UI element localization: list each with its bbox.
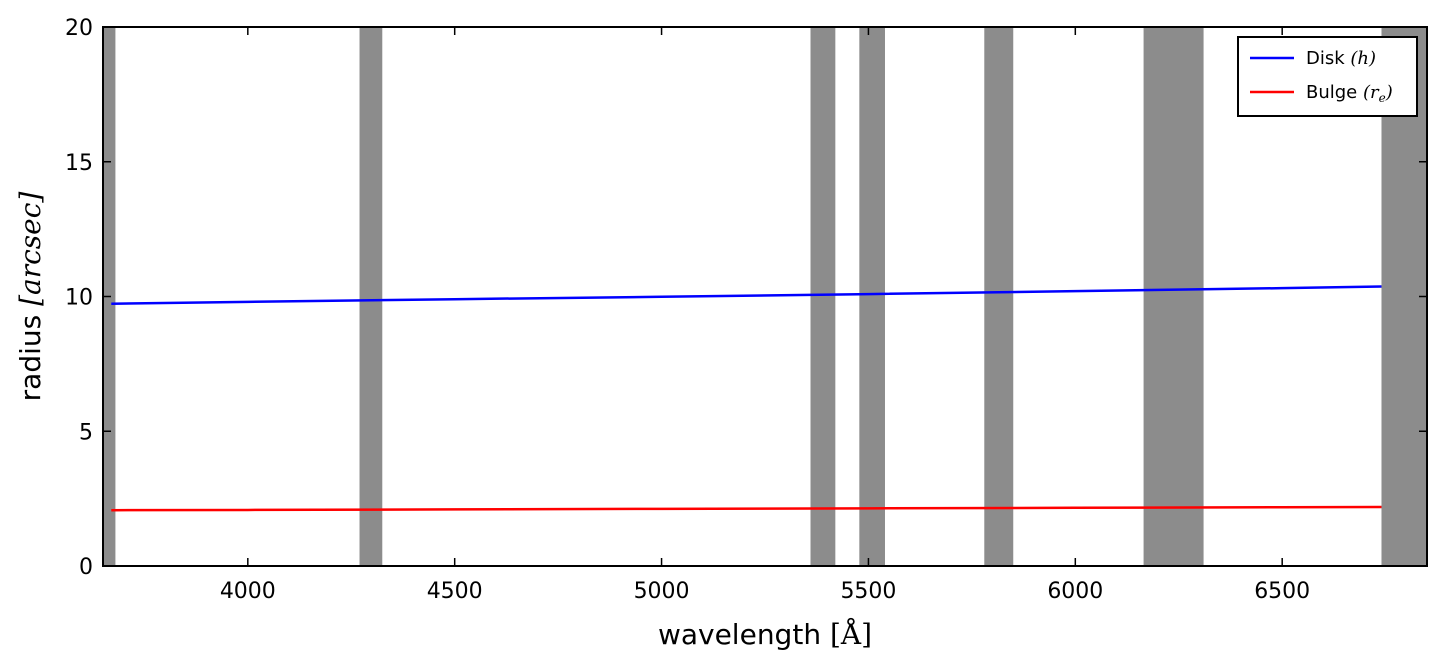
plot-frame — [102, 26, 1428, 567]
x-tick-label: 6500 — [1254, 579, 1310, 604]
y-axis-title: radius [arcsec] — [14, 192, 47, 402]
series-line-disk — [111, 285, 1382, 306]
x-tick-label: 5500 — [840, 579, 896, 604]
y-tick-label: 5 — [79, 420, 93, 445]
y-tick-label: 10 — [65, 286, 93, 311]
x-tick-label: 5000 — [634, 579, 690, 604]
masked-region-4 — [984, 27, 1014, 566]
x-axis-title: wavelength [Å] — [658, 618, 872, 651]
masked-region-2 — [810, 27, 836, 566]
y-tick-label: 20 — [65, 16, 93, 41]
legend: Disk (h) Bulge (re) — [1237, 36, 1418, 117]
y-tick-label: 15 — [65, 151, 93, 176]
x-tick-label: 4000 — [220, 579, 276, 604]
legend-label-disk: Disk (h) — [1306, 48, 1376, 69]
x-tick-label: 6000 — [1047, 579, 1103, 604]
masked-region-5 — [1143, 27, 1204, 566]
series-lines — [111, 285, 1382, 512]
legend-label-bulge: Bulge (re) — [1306, 82, 1393, 105]
legend-box — [1237, 36, 1418, 117]
masked-region-1 — [359, 27, 383, 566]
axis-ticks: 4000 4500 5000 5500 6000 6500 0 5 10 15 20 — [65, 16, 1427, 604]
masked-region-3 — [859, 27, 885, 566]
series-line-bulge — [111, 505, 1382, 512]
x-tick-label: 4500 — [427, 579, 483, 604]
y-tick-label: 0 — [79, 555, 93, 580]
